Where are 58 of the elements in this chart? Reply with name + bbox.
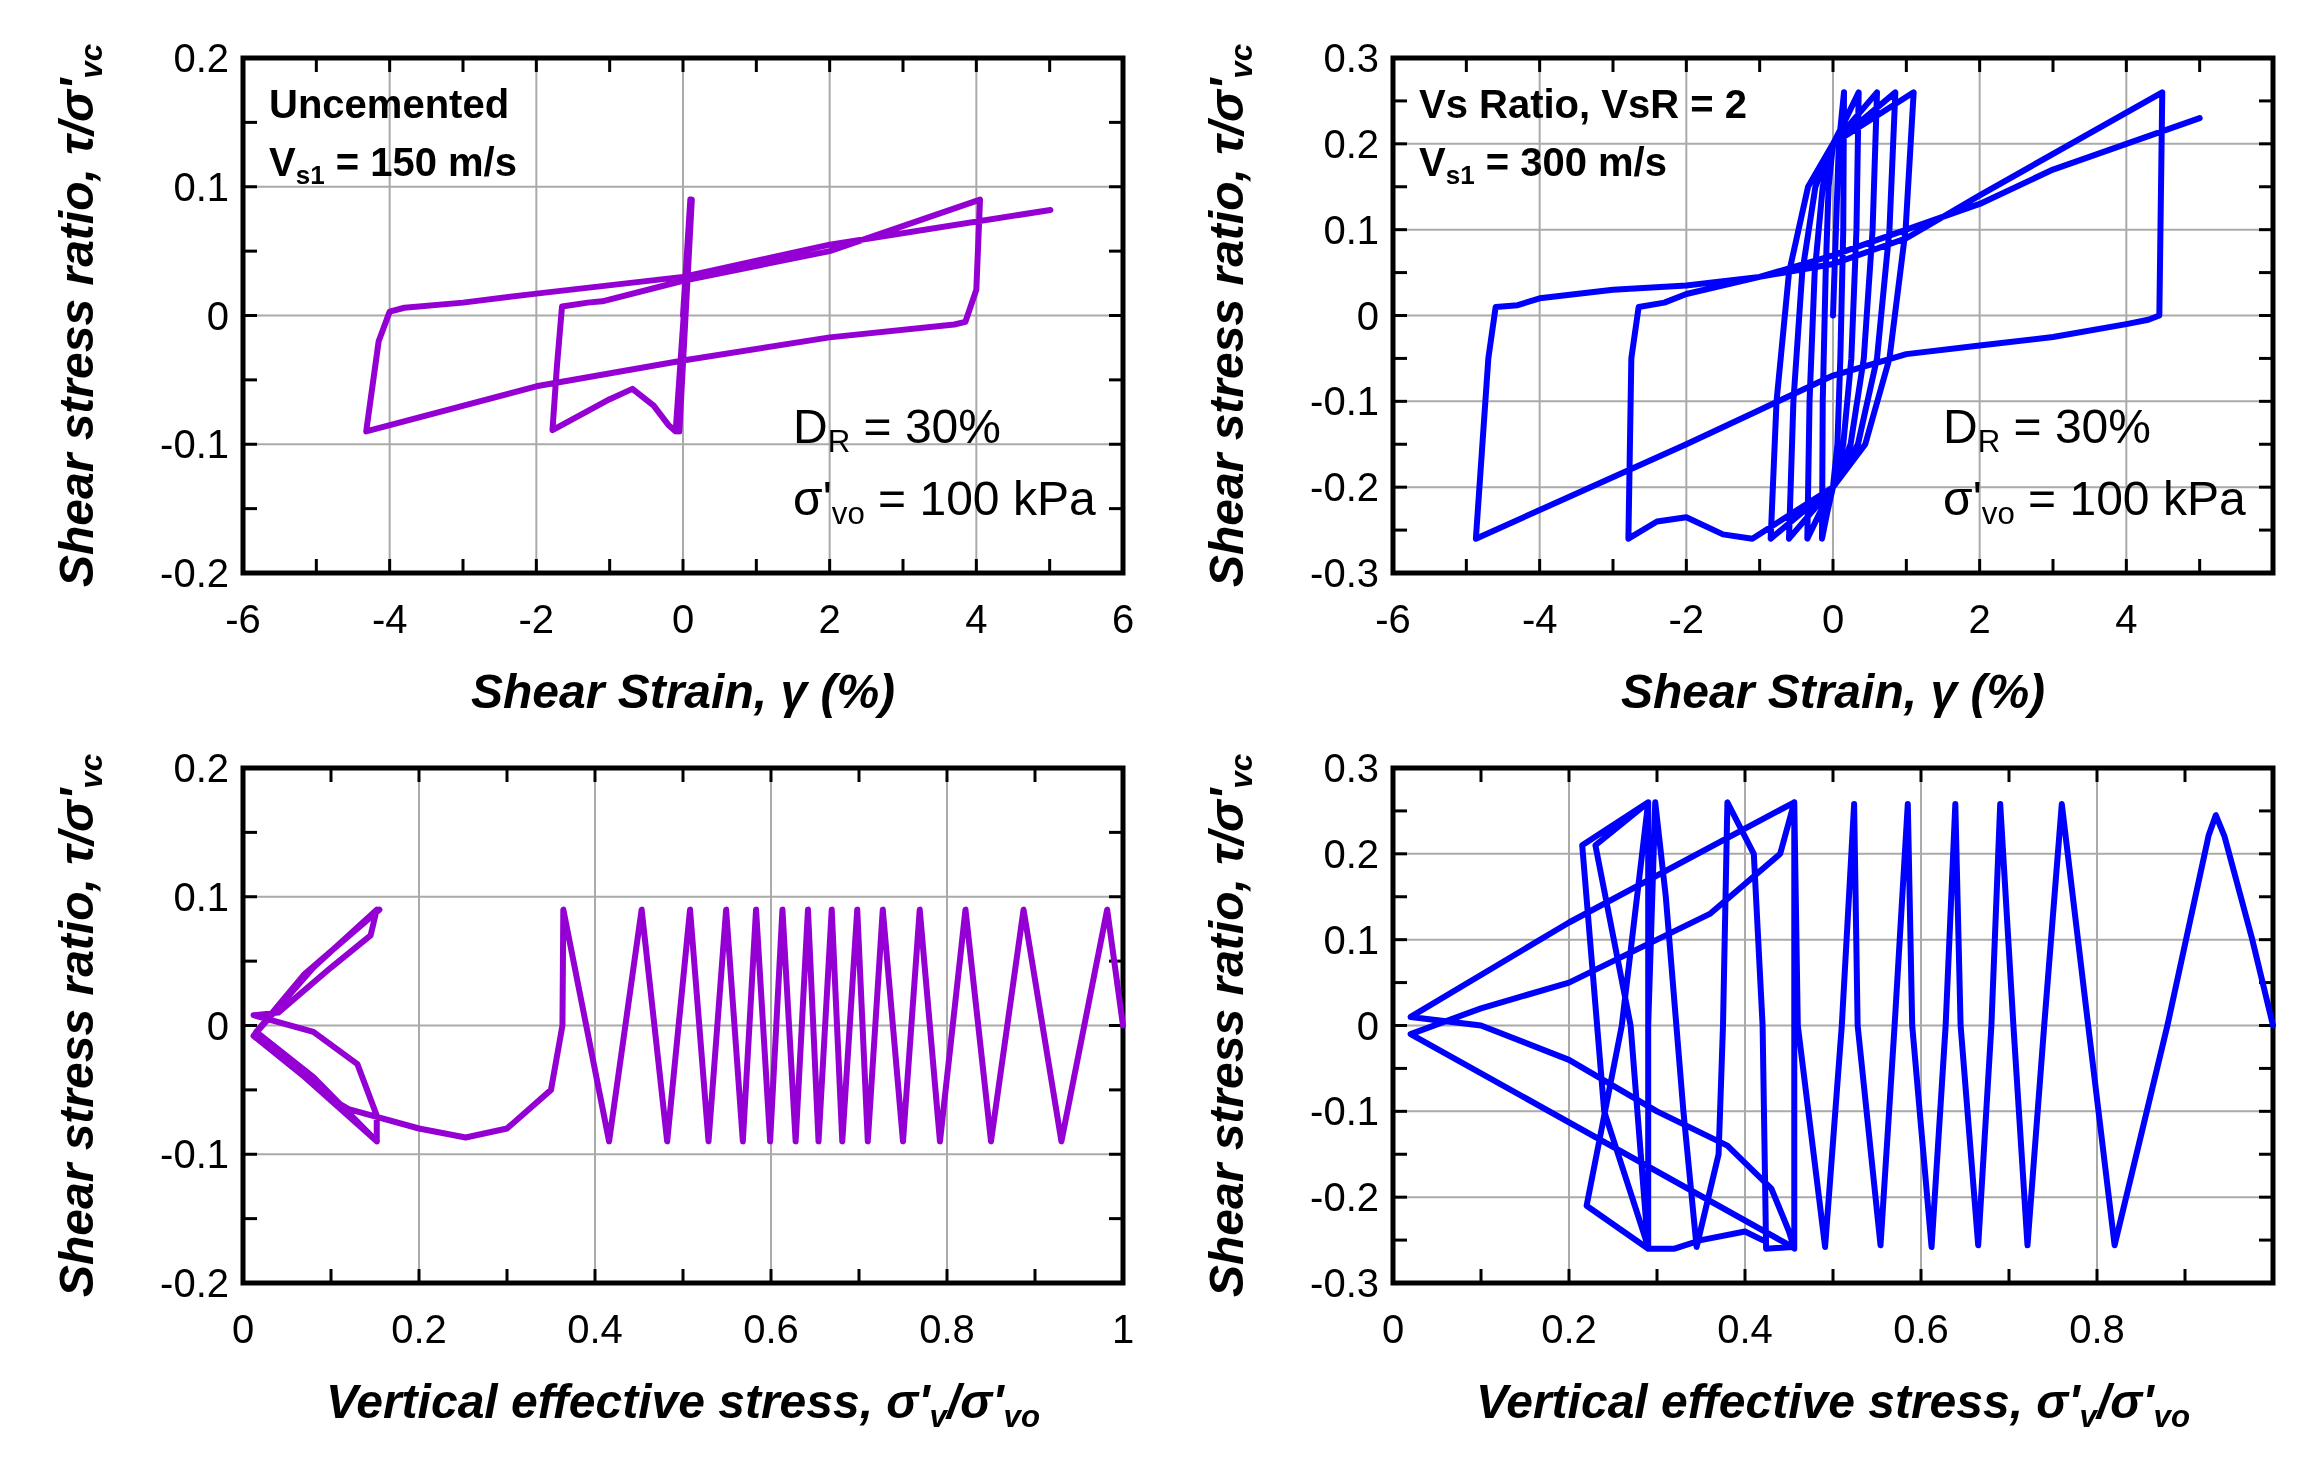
- y-tick-label: 0.2: [173, 36, 229, 80]
- annotation: Vs Ratio, VsR = 2: [1419, 82, 1747, 126]
- x-tick-label: -2: [518, 597, 555, 641]
- x-tick-label: 0.6: [743, 1307, 799, 1351]
- y-tick-label: 0: [1356, 293, 1379, 338]
- y-tick-label: -0.1: [1310, 379, 1379, 424]
- y-tick-label: 0.1: [1323, 207, 1379, 252]
- annotation: V$_{s1}$ = 150 m/s: [269, 140, 517, 190]
- x-tick-label: 1: [1111, 1307, 1135, 1351]
- x-tick-label: 0.2: [1541, 1307, 1597, 1351]
- y-tick-label: -0.2: [1310, 1175, 1379, 1220]
- y-tick-label: -0.1: [160, 422, 229, 467]
- annotation: D$_{R}$ = 30%: [1943, 400, 2151, 460]
- x-axis-title: Shear Strain, γ (%): [1620, 665, 2046, 718]
- x-tick-label: 2: [818, 597, 841, 641]
- y-tick-label: 0.3: [1323, 36, 1379, 80]
- y-tick-label: -0.2: [160, 551, 229, 595]
- y-tick-label: 0.3: [1323, 746, 1379, 790]
- x-tick-label: 6: [1111, 597, 1135, 641]
- x-axis-title: Vertical effective stress, σ'$_{v}$/σ'$_{vo}$: [326, 1375, 1040, 1435]
- y-tick-label: 0.1: [1323, 917, 1379, 962]
- x-tick-label: 0.8: [2069, 1307, 2125, 1351]
- x-tick-label: 0.8: [919, 1307, 975, 1351]
- y-tick-label: -0.2: [1310, 465, 1379, 510]
- y-tick-label: -0.1: [160, 1132, 229, 1177]
- y-tick-label: 0: [1356, 1003, 1379, 1048]
- x-axis-title: Vertical effective stress, σ'$_{v}$/σ'$_{vo}$: [1476, 1375, 2190, 1435]
- x-tick-label: 0: [1821, 597, 1845, 641]
- x-tick-label: -4: [371, 597, 408, 641]
- x-tick-label: 2: [1968, 597, 1991, 641]
- x-tick-label: 0.4: [567, 1307, 623, 1351]
- y-tick-label: -0.3: [1310, 1261, 1379, 1305]
- y-tick-label: 0.2: [1323, 121, 1379, 166]
- x-tick-label: 0: [671, 597, 695, 641]
- y-tick-label: 0.1: [173, 874, 229, 919]
- y-tick-label: -0.3: [1310, 551, 1379, 595]
- x-tick-label: 4: [2115, 597, 2138, 641]
- annotation: V$_{s1}$ = 300 m/s: [1419, 140, 1667, 190]
- y-tick-label: 0.2: [1323, 831, 1379, 876]
- x-tick-label: -4: [1521, 597, 1558, 641]
- annotation: D$_{R}$ = 30%: [793, 400, 1001, 460]
- x-tick-label: 0.6: [1893, 1307, 1949, 1351]
- y-tick-label: -0.1: [1310, 1089, 1379, 1134]
- y-tick-label: 0: [206, 1003, 229, 1048]
- y-tick-label: -0.2: [160, 1261, 229, 1305]
- x-axis-title: Shear Strain, γ (%): [470, 665, 896, 718]
- annotation: σ'$_{vo}$ = 100 kPa: [793, 472, 1096, 532]
- x-tick-label: -6: [1375, 597, 1411, 641]
- x-tick-label: 4: [965, 597, 988, 641]
- x-tick-label: 0.2: [391, 1307, 447, 1351]
- x-tick-label: -2: [1668, 597, 1705, 641]
- y-tick-label: 0.1: [173, 164, 229, 209]
- y-tick-label: 0.2: [173, 746, 229, 790]
- x-tick-label: -6: [225, 597, 261, 641]
- x-tick-label: 0.4: [1717, 1307, 1773, 1351]
- annotation: σ'$_{vo}$ = 100 kPa: [1943, 472, 2246, 532]
- annotation: Uncemented: [269, 82, 510, 126]
- y-tick-label: 0: [206, 293, 229, 338]
